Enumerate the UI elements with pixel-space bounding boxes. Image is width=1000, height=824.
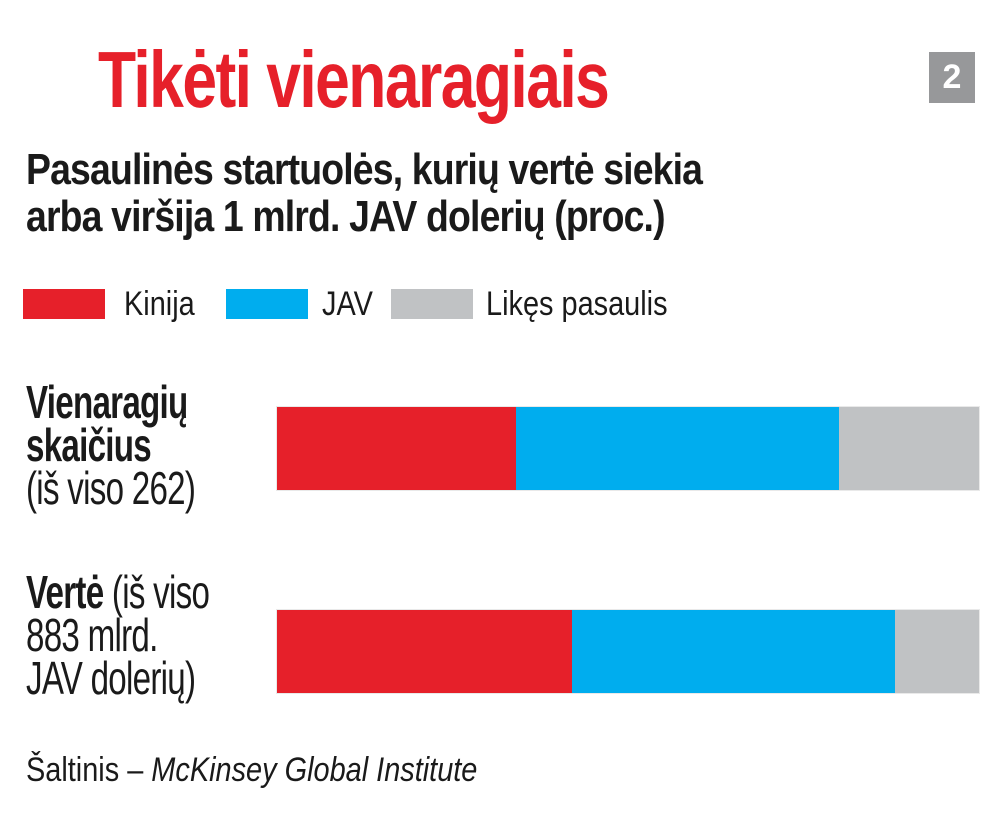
figure-number-badge: 2 bbox=[929, 52, 975, 103]
page-title: Tikėti vienaragiais bbox=[97, 35, 610, 124]
row2-line3: JAV dolerių) bbox=[26, 652, 196, 704]
source-name: McKinsey Global Institute bbox=[151, 751, 478, 789]
legend-label-kinija: Kinija bbox=[124, 285, 195, 323]
row1-line3: (iš viso 262) bbox=[26, 462, 196, 514]
legend-swatch-kinija bbox=[23, 289, 105, 319]
legend-swatch-jav bbox=[226, 289, 308, 319]
chart-subtitle-line-1: Pasaulinės startuolės, kurių vertė sieki… bbox=[26, 145, 703, 194]
chart-subtitle-line-2: arba viršija 1 mlrd. JAV dolerių (proc.) bbox=[26, 192, 666, 241]
legend-label-likes-pasaulis: Likęs pasaulis bbox=[486, 285, 668, 323]
source-line: Šaltinis – McKinsey Global Institute bbox=[26, 750, 477, 790]
bar-segment-kinija bbox=[277, 610, 572, 693]
legend-label-jav: JAV bbox=[322, 285, 373, 323]
bar-value bbox=[276, 609, 980, 694]
chart-subtitle: Pasaulinės startuolės, kurių vertė sieki… bbox=[26, 145, 703, 241]
row2-line1-rest: (iš viso bbox=[103, 566, 210, 618]
bar-segment-likęs-pasaulis bbox=[894, 610, 979, 693]
bar-segment-kinija bbox=[277, 407, 516, 490]
row2-line2: 883 mlrd. bbox=[26, 609, 158, 661]
row1-line2: skaičius bbox=[26, 419, 152, 471]
source-prefix: Šaltinis – bbox=[26, 751, 152, 789]
bar-segment-jav bbox=[515, 407, 839, 490]
row2-line1-bold: Vertė bbox=[26, 566, 104, 618]
row1-line1-bold: Vienaragių bbox=[26, 376, 188, 428]
row-label-unicorn-count: Vienaragių skaičius (iš viso 262) bbox=[26, 379, 196, 514]
row-label-value: Vertė (iš viso 883 mlrd. JAV dolerių) bbox=[26, 569, 210, 704]
legend-swatch-likes-pasaulis bbox=[391, 289, 473, 319]
bar-segment-jav bbox=[571, 610, 895, 693]
bar-segment-likęs-pasaulis bbox=[838, 407, 980, 490]
bar-unicorn-count bbox=[276, 406, 980, 491]
